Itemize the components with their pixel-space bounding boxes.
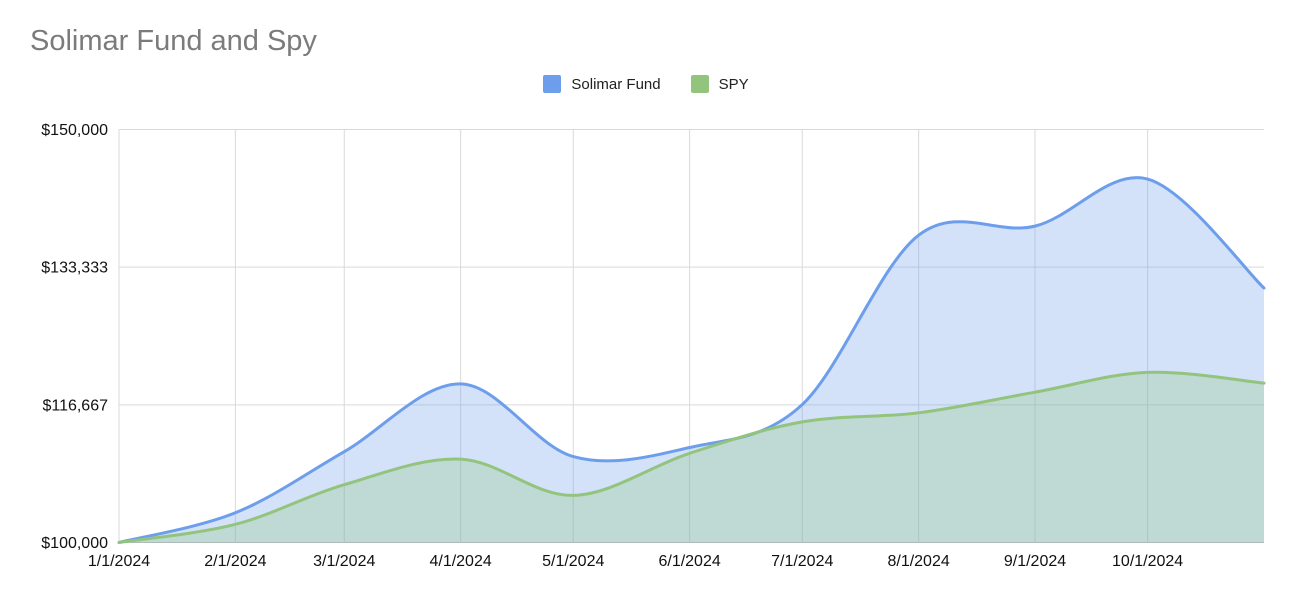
legend-label-spy: SPY	[718, 75, 749, 93]
spy-area	[119, 372, 1264, 543]
x-axis-tick-label: 8/1/2024	[887, 553, 949, 570]
x-axis-tick-label: 3/1/2024	[313, 553, 375, 570]
chart-legend: Solimar Fund SPY	[0, 75, 1292, 93]
spy-line	[117, 370, 1266, 544]
legend-label-solimar: Solimar Fund	[571, 75, 661, 93]
legend-item-spy: SPY	[690, 75, 749, 93]
solimar-fund-line	[117, 176, 1266, 544]
x-axis-tick-label: 1/1/2024	[88, 553, 150, 570]
x-axis-tick-label: 4/1/2024	[429, 553, 491, 570]
y-axis-tick-label: $150,000	[41, 122, 108, 139]
solimar-fund-area	[119, 177, 1264, 543]
legend-swatch-spy-icon	[690, 75, 709, 93]
legend-item-solimar-fund: Solimar Fund	[543, 75, 661, 93]
y-axis-tick-label: $100,000	[41, 535, 108, 552]
chart-title: Solimar Fund and Spy	[30, 25, 317, 57]
y-axis-tick-label: $116,667	[42, 397, 108, 414]
x-axis-tick-label: 10/1/2024	[1112, 553, 1183, 570]
y-axis-tick-label: $133,333	[41, 260, 108, 277]
x-axis-tick-label: 5/1/2024	[542, 553, 604, 570]
x-axis-tick-label: 2/1/2024	[204, 553, 266, 570]
x-axis-tick-label: 6/1/2024	[658, 553, 720, 570]
legend-swatch-solimar-icon	[543, 75, 562, 93]
x-axis-tick-label: 7/1/2024	[771, 553, 833, 570]
x-axis-tick-label: 9/1/2024	[1004, 553, 1066, 570]
